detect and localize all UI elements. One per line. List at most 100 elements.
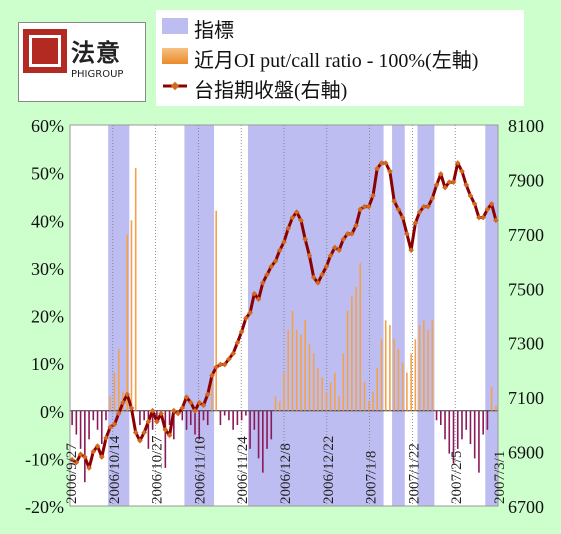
close-price-point bbox=[132, 429, 139, 436]
close-price-point bbox=[302, 236, 309, 243]
put-call-bar bbox=[270, 410, 273, 440]
put-call-bar bbox=[350, 296, 353, 411]
close-price-point bbox=[404, 231, 410, 237]
right-axis-tick-label: 6700 bbox=[508, 497, 544, 517]
left-axis-tick-label: 60% bbox=[31, 116, 64, 136]
put-call-bar bbox=[414, 339, 417, 411]
close-price-point bbox=[454, 160, 461, 166]
close-price-point bbox=[442, 184, 448, 191]
close-price-point bbox=[111, 421, 118, 428]
put-call-bar bbox=[283, 372, 285, 411]
left-axis-tick-label: 50% bbox=[31, 164, 64, 184]
left-axis-tick-label: 20% bbox=[31, 307, 64, 327]
x-axis-tick-label: 2007/1/22 bbox=[406, 443, 422, 504]
put-call-bar bbox=[232, 410, 234, 430]
phigroup-logo: 法意 PHIGROUP bbox=[18, 22, 146, 102]
close-price-point bbox=[281, 239, 287, 245]
close-price-point bbox=[289, 214, 296, 221]
put-call-bar bbox=[71, 410, 73, 426]
put-call-bar bbox=[253, 410, 256, 430]
put-call-bar bbox=[84, 410, 86, 483]
put-call-bar bbox=[423, 320, 425, 411]
close-price-point bbox=[374, 165, 381, 172]
close-price-point bbox=[336, 247, 342, 254]
put-call-bar bbox=[435, 410, 438, 421]
close-price-point bbox=[86, 465, 92, 471]
put-call-bar bbox=[359, 263, 362, 411]
close-price-point bbox=[221, 361, 228, 368]
put-call-bar bbox=[486, 410, 489, 430]
put-call-bar bbox=[372, 391, 374, 411]
close-price-point bbox=[272, 258, 279, 264]
close-price-point bbox=[149, 407, 156, 414]
put-call-bar bbox=[338, 396, 340, 411]
close-price-point bbox=[463, 182, 470, 188]
close-price-point bbox=[179, 405, 186, 411]
put-call-bar bbox=[245, 410, 247, 416]
x-axis-tick-label: 2006/10/14 bbox=[107, 435, 123, 504]
put-call-bar bbox=[223, 410, 226, 416]
close-price-point bbox=[484, 206, 491, 213]
put-call-bar bbox=[126, 234, 129, 411]
close-price-point bbox=[162, 426, 169, 433]
close-price-point bbox=[158, 410, 164, 417]
put-call-bar bbox=[75, 410, 78, 435]
close-price-point bbox=[124, 391, 131, 398]
put-call-bar bbox=[202, 410, 205, 421]
x-axis-tick-label: 2006/9/27 bbox=[64, 443, 80, 504]
legend-label: 近月OI put/call ratio - 100%(左軸) bbox=[194, 50, 479, 72]
put-call-bar bbox=[206, 410, 209, 426]
close-price-point bbox=[416, 209, 423, 215]
put-call-bar bbox=[461, 410, 463, 440]
put-call-bar bbox=[469, 410, 472, 445]
put-call-bar bbox=[100, 410, 103, 445]
logo-english-name: PHIGROUP bbox=[71, 69, 124, 80]
put-call-bar bbox=[456, 410, 459, 449]
x-axis-tick-label: 2006/12/8 bbox=[278, 443, 294, 504]
put-call-bar bbox=[96, 410, 99, 430]
close-price-point bbox=[192, 407, 198, 414]
put-call-bar bbox=[236, 410, 239, 426]
close-price-point bbox=[425, 203, 431, 210]
close-price-point bbox=[175, 410, 181, 417]
chart-legend: 指標 近月OI put/call ratio - 100%(左軸) 台指期收盤(… bbox=[156, 10, 524, 106]
legend-label: 指標 bbox=[194, 20, 234, 42]
right-axis-tick-label: 6900 bbox=[508, 443, 544, 463]
logo-chinese-name: 法意 bbox=[71, 39, 121, 67]
put-call-bar bbox=[439, 410, 442, 426]
put-call-bar bbox=[380, 339, 383, 411]
put-call-bar bbox=[304, 320, 306, 411]
close-price-point bbox=[137, 437, 143, 444]
put-call-bar bbox=[168, 410, 171, 426]
put-call-bar bbox=[249, 410, 251, 449]
indicator-band bbox=[247, 125, 384, 506]
close-price-point bbox=[323, 263, 330, 270]
put-call-bar bbox=[240, 410, 243, 421]
put-call-bar bbox=[401, 363, 404, 411]
put-call-bar bbox=[473, 410, 476, 459]
close-price-point bbox=[446, 179, 453, 185]
put-call-bar bbox=[452, 410, 455, 464]
close-price-point bbox=[285, 225, 292, 232]
put-call-bar bbox=[147, 410, 150, 449]
close-price-point bbox=[361, 203, 368, 210]
put-call-bar bbox=[219, 410, 222, 426]
close-price-point bbox=[73, 459, 80, 466]
close-price-point bbox=[77, 451, 84, 458]
close-price-point bbox=[120, 399, 126, 406]
close-price-point bbox=[200, 402, 207, 409]
close-price-point bbox=[319, 271, 325, 278]
close-price-point bbox=[276, 247, 283, 254]
close-price-point bbox=[238, 329, 245, 335]
close-price-point bbox=[493, 217, 499, 224]
close-price-point bbox=[429, 195, 436, 202]
close-price-swatch bbox=[163, 81, 187, 91]
put-call-bar bbox=[321, 377, 323, 411]
close-price-point bbox=[315, 280, 321, 286]
x-axis-tick-label: 2007/2/5 bbox=[449, 451, 465, 504]
put-call-bar bbox=[376, 367, 379, 411]
indicator-band bbox=[485, 125, 498, 506]
close-price-point bbox=[476, 214, 482, 221]
close-price-point bbox=[247, 309, 253, 316]
